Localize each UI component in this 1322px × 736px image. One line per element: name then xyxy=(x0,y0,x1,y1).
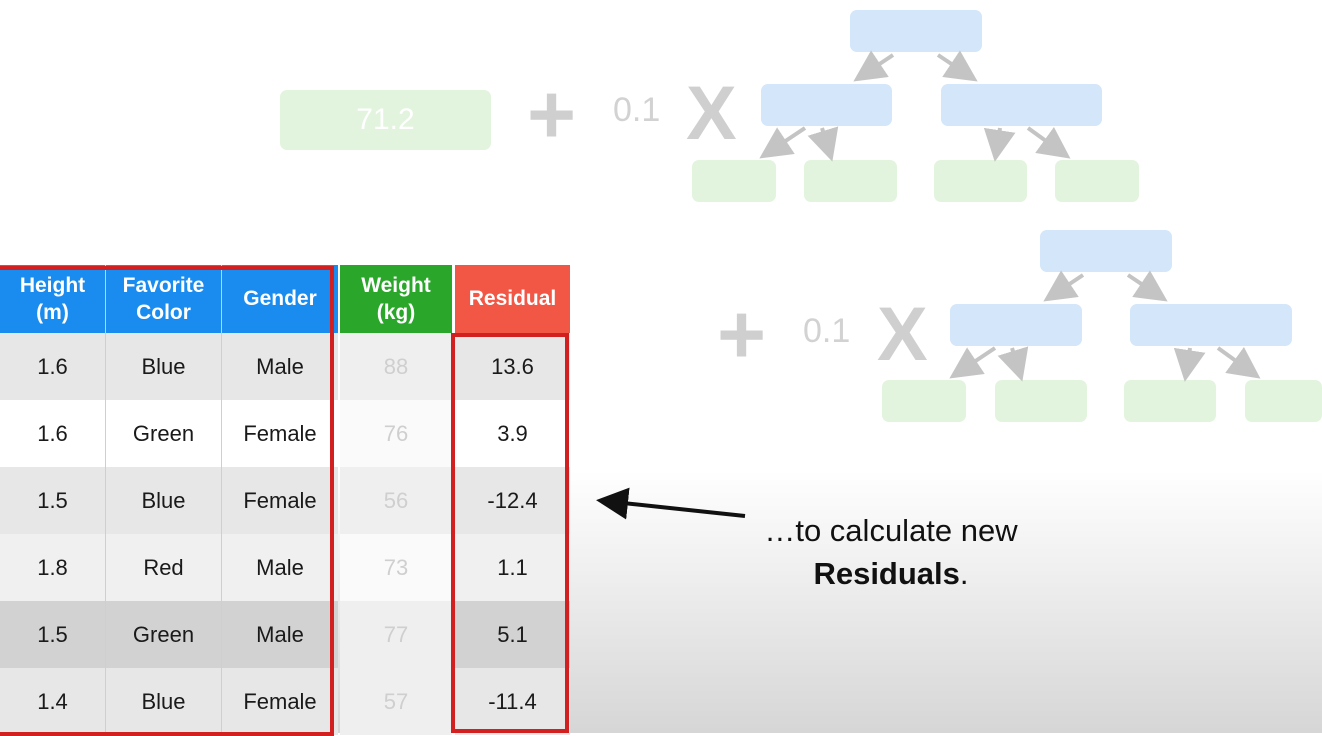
residual-header: Residual xyxy=(455,265,570,333)
gender-header: Gender xyxy=(222,265,338,333)
table-cell: Blue xyxy=(106,467,222,534)
tree1-edge xyxy=(807,126,839,162)
table-cell: Blue xyxy=(106,333,222,400)
table-cell: Red xyxy=(106,534,222,601)
tree1-leaf xyxy=(934,160,1027,202)
table-cell: 1.6 xyxy=(0,400,106,467)
tree2-leaf xyxy=(1124,380,1216,422)
initial-prediction-value: 71.2 xyxy=(356,103,415,136)
table-cell: 1.4 xyxy=(0,668,106,735)
table-cell: 1.5 xyxy=(0,601,106,668)
tree2-edge xyxy=(949,346,997,379)
tree1-edge xyxy=(936,50,978,82)
multiply-icon: X xyxy=(686,71,737,156)
residual-column: Residual 13.6 3.9 -12.4 1.1 5.1 -11.4 xyxy=(455,265,570,735)
table-cell: Male xyxy=(222,534,338,601)
tree2-left-node xyxy=(950,304,1082,346)
table-cell: 77 xyxy=(340,601,452,668)
weight-column: Weight (kg) 88 76 56 73 77 57 xyxy=(340,265,452,735)
tree2-edge xyxy=(997,346,1029,382)
table-cell: 1.6 xyxy=(0,333,106,400)
pointer-arrow xyxy=(596,487,746,520)
tree2-edge xyxy=(1126,270,1168,302)
plus-icon: + xyxy=(717,287,767,381)
table-cell: 5.1 xyxy=(455,601,570,668)
caption-bold: Residuals xyxy=(813,556,960,592)
tree1-leaf xyxy=(692,160,776,202)
table-cell: 1.8 xyxy=(0,534,106,601)
table-cell: 76 xyxy=(340,400,452,467)
gender-column: Gender Male Female Female Male Male Fema… xyxy=(222,265,338,735)
table-cell: Male xyxy=(222,333,338,400)
tree2-leaf xyxy=(882,380,966,422)
table-cell: Female xyxy=(222,467,338,534)
table-cell: -12.4 xyxy=(455,467,570,534)
weight-header: Weight (kg) xyxy=(340,265,452,333)
table-cell: Green xyxy=(106,601,222,668)
tree1-edge xyxy=(983,127,1016,162)
tree1-leaf xyxy=(1055,160,1139,202)
height-column: Height (m) 1.6 1.6 1.5 1.8 1.5 1.4 xyxy=(0,265,106,735)
table-cell: Female xyxy=(222,668,338,735)
plus-icon: + xyxy=(527,67,577,161)
table-cell: Blue xyxy=(106,668,222,735)
tree2-edge xyxy=(1043,270,1085,302)
multiply-icon: X xyxy=(877,292,928,377)
tree2-right-node xyxy=(1130,304,1292,346)
caption-text: …to calculate new Residuals. xyxy=(716,509,1066,596)
tree1-root-node xyxy=(850,10,982,52)
table-cell: 56 xyxy=(340,467,452,534)
tree1-right-node xyxy=(941,84,1102,126)
height-header: Height (m) xyxy=(0,265,106,333)
tree2-edge xyxy=(1216,346,1261,379)
tree2-leaf xyxy=(995,380,1087,422)
residual-highlight-frame xyxy=(451,333,569,733)
initial-prediction-box: 71.2 xyxy=(280,90,491,150)
table-cell: 88 xyxy=(340,333,452,400)
table-cell: Female xyxy=(222,400,338,467)
table-cell: 57 xyxy=(340,668,452,735)
tree2-leaf xyxy=(1245,380,1322,422)
table-cell: 1.5 xyxy=(0,467,106,534)
tree1-leaf xyxy=(804,160,897,202)
table-cell: -11.4 xyxy=(455,668,570,735)
predictor-highlight-frame xyxy=(0,266,334,736)
learning-rate-label: 0.1 xyxy=(613,91,661,129)
caption-line1: …to calculate new xyxy=(764,513,1018,548)
table-cell: 3.9 xyxy=(455,400,570,467)
tree1-edge xyxy=(853,50,895,82)
table-cell: 13.6 xyxy=(455,333,570,400)
color-column: Favorite Color Blue Green Blue Red Green… xyxy=(106,265,222,735)
learning-rate-label: 0.1 xyxy=(803,312,851,350)
table-cell: 1.1 xyxy=(455,534,570,601)
tree1-edge xyxy=(759,126,807,159)
tree1-left-node xyxy=(761,84,892,126)
table-cell: Green xyxy=(106,400,222,467)
tree2-root-node xyxy=(1040,230,1172,272)
table-cell: Male xyxy=(222,601,338,668)
caption-suffix: . xyxy=(959,556,969,592)
table-cell: 73 xyxy=(340,534,452,601)
tree1-edge xyxy=(1026,126,1071,159)
color-header: Favorite Color xyxy=(106,265,222,333)
tree2-edge xyxy=(1173,347,1206,382)
